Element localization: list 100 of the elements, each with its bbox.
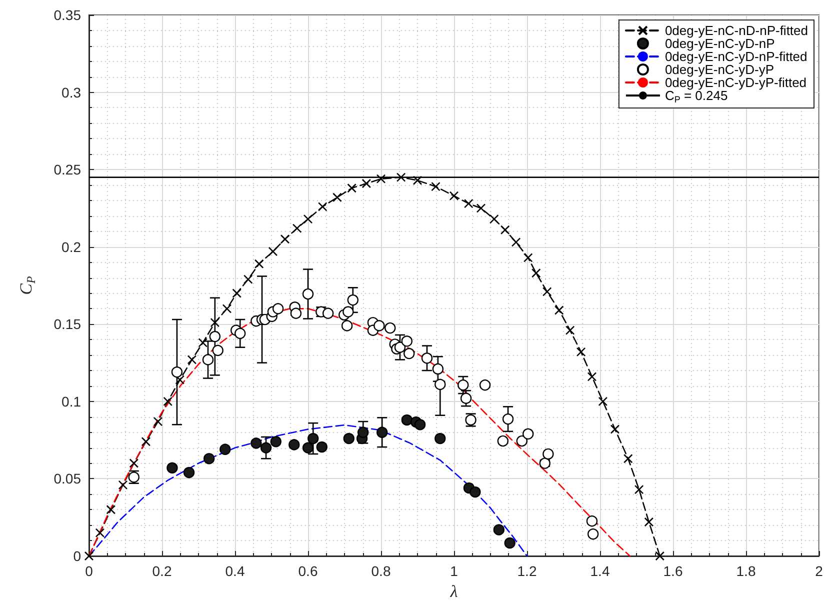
point [347, 294, 358, 306]
point [434, 432, 446, 444]
point [202, 354, 214, 366]
point [280, 234, 290, 244]
point [171, 366, 183, 378]
point [254, 259, 264, 269]
point [610, 424, 620, 434]
point [623, 454, 633, 464]
point [460, 392, 472, 404]
x-tick-label: 0.4 [225, 563, 245, 579]
point [95, 528, 105, 538]
point [332, 192, 342, 202]
point [129, 458, 139, 468]
x-tick-label: 1.8 [736, 563, 756, 579]
point [318, 202, 328, 212]
point [302, 442, 314, 454]
point [376, 426, 388, 438]
point [212, 344, 224, 356]
point [163, 396, 172, 406]
y-tick-label: 0.35 [54, 7, 82, 23]
point [183, 466, 195, 478]
point [655, 551, 665, 561]
point [394, 342, 406, 353]
point [166, 462, 178, 474]
point [644, 517, 654, 527]
y-tick-label: 0.2 [62, 238, 82, 255]
point [490, 214, 499, 224]
point [404, 348, 415, 360]
x-tick-label: 1.6 [663, 563, 683, 579]
point [347, 183, 356, 193]
point [84, 551, 94, 561]
point [308, 432, 319, 444]
point [421, 352, 433, 364]
x-tick-label: 1.4 [590, 563, 610, 579]
point [502, 413, 514, 425]
point [522, 428, 534, 440]
point [504, 537, 516, 549]
point [210, 318, 220, 328]
point [341, 320, 353, 332]
point [587, 528, 599, 540]
y-axis-title: CP [16, 276, 38, 295]
x-tick-label: 0 [85, 563, 94, 579]
point [497, 435, 509, 447]
point [516, 435, 528, 447]
x-axis-title: λ [449, 582, 458, 601]
y-tick-label: 0.05 [54, 470, 82, 487]
point [500, 225, 510, 235]
point [587, 372, 597, 382]
point [384, 322, 396, 334]
point [232, 288, 242, 298]
point [412, 176, 422, 186]
point [362, 178, 372, 188]
point [396, 172, 406, 182]
point [198, 338, 208, 348]
y-tick-label: 0.15 [54, 316, 82, 332]
point [118, 480, 128, 490]
point [234, 328, 246, 340]
point [290, 308, 302, 319]
y-tick-label: 0.3 [62, 84, 82, 100]
point [268, 246, 278, 256]
point [464, 198, 474, 208]
point [458, 379, 469, 391]
point [542, 448, 554, 460]
point [222, 304, 232, 314]
legend-label: 0deg-yE-nC-nD-nP-fitted [664, 23, 808, 38]
point [250, 438, 262, 449]
point [523, 253, 533, 262]
y-tick-label: 0 [73, 548, 82, 564]
point [511, 238, 521, 247]
point [303, 214, 313, 224]
point [220, 444, 231, 455]
point [449, 191, 459, 200]
point [175, 375, 185, 384]
point [141, 436, 151, 446]
point [401, 414, 413, 426]
point [470, 486, 481, 498]
x-tick-label: 0.2 [152, 563, 172, 579]
point [209, 330, 221, 342]
point [479, 379, 491, 391]
point [358, 426, 369, 438]
point [316, 441, 328, 453]
point [272, 303, 284, 314]
point [432, 363, 444, 375]
point [187, 355, 197, 364]
point [343, 432, 354, 444]
point [153, 416, 163, 426]
point [634, 484, 644, 494]
y-tick-label: 0.1 [62, 393, 82, 410]
point [260, 442, 272, 454]
x-tick-label: 0.6 [298, 563, 318, 579]
point [374, 320, 385, 332]
point [342, 306, 354, 318]
x-tick-label: 1 [450, 563, 458, 579]
point [414, 419, 426, 430]
point [203, 453, 215, 464]
point [322, 308, 334, 319]
line-series [88, 424, 528, 557]
point [576, 347, 586, 357]
y-tick-label: 0.25 [54, 162, 82, 178]
point [243, 274, 253, 284]
